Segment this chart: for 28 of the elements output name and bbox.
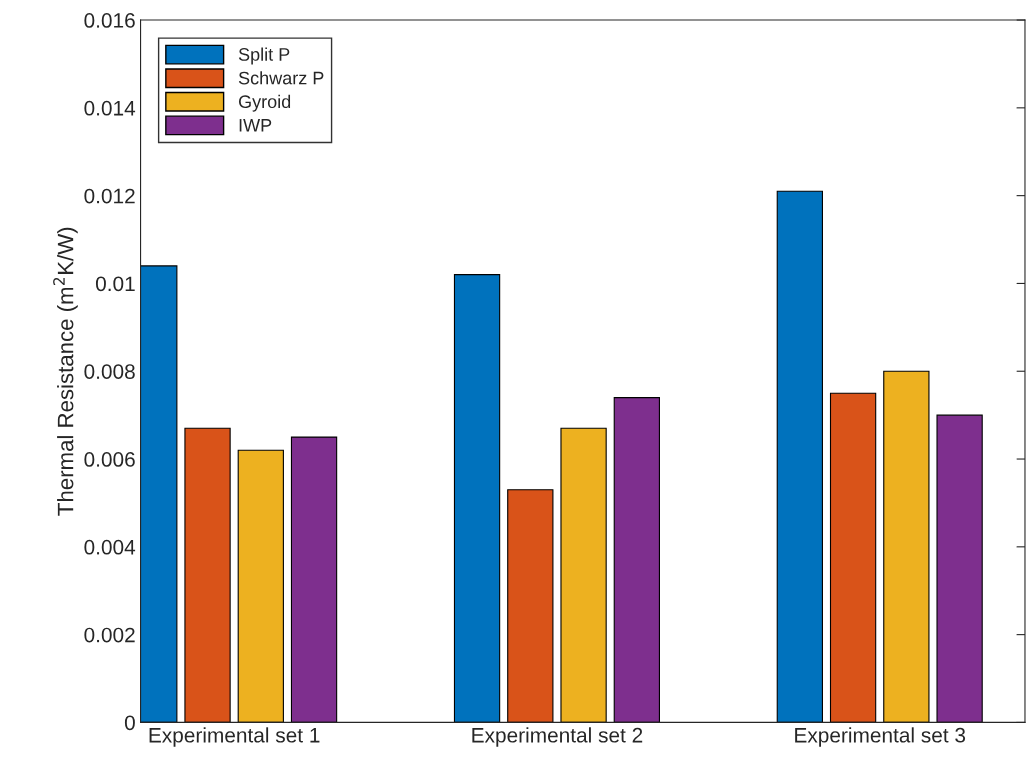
bar <box>936 414 983 723</box>
bar <box>290 436 338 723</box>
y-tick-label: 0.006 <box>84 452 135 467</box>
bar <box>560 427 607 723</box>
bar <box>613 397 660 723</box>
bar <box>507 489 554 723</box>
x-tick-label: Experimental set 3 <box>795 727 966 747</box>
bar <box>184 427 231 723</box>
bar <box>776 190 823 723</box>
legend-label: IWP <box>239 119 272 132</box>
bar <box>829 392 877 723</box>
legend-label: Gyroid <box>238 94 291 112</box>
y-axis-title: Thermal Resistance (m$^{2}$K/W) <box>53 227 78 516</box>
y-tick-label: 0.016 <box>84 13 135 28</box>
y-tick-label: 0.008 <box>84 364 135 379</box>
x-tick-label: Experimental set 1 <box>149 727 320 747</box>
y-tick-label: 0.01 <box>95 276 135 292</box>
bar <box>237 449 284 723</box>
y-tick-label: 0.004 <box>84 539 136 555</box>
legend-label: Split P <box>238 47 290 65</box>
y-tick-label: 0.012 <box>84 188 135 204</box>
bar <box>883 370 930 723</box>
bar <box>453 274 501 723</box>
legend-label: Schwarz P <box>238 71 324 85</box>
x-tick-label: Experimental set 2 <box>472 727 643 747</box>
y-tick-label: 0.014 <box>84 100 136 116</box>
y-tick-label: 0.002 <box>84 627 135 643</box>
y-tick-label: 0 <box>124 715 135 731</box>
